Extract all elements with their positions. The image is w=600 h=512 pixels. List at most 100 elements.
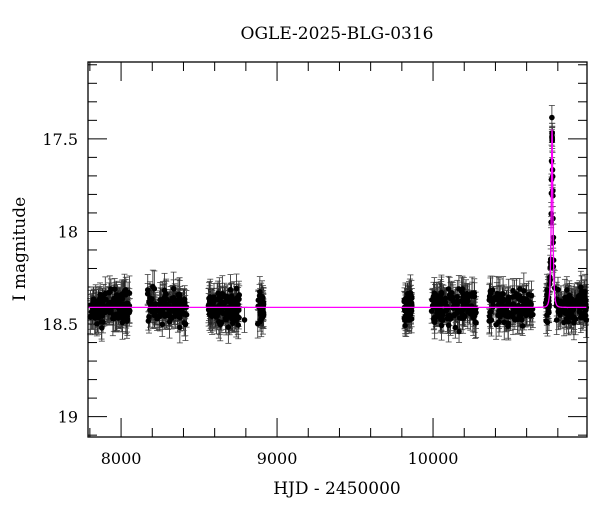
data-point [451,300,457,306]
data-point [581,314,587,321]
model-curve [88,129,587,309]
data-point [235,301,241,308]
data-point [449,294,456,301]
data-point [513,303,519,310]
data-point [527,299,533,306]
data-point [487,288,494,295]
data-point [258,294,264,301]
data-point [557,311,563,318]
data-point [121,288,128,295]
data-point [438,291,445,297]
data-point [528,292,535,299]
data-point [147,295,153,301]
data-point [564,287,570,293]
data-point [435,302,441,308]
data-point [470,314,477,321]
data-point [438,308,444,314]
data-point [502,306,508,313]
data-point [472,307,479,313]
data-point [553,317,560,323]
y-axis-label: I magnitude [10,197,30,301]
data-point [445,322,452,329]
data-point [182,320,189,327]
data-point [566,292,573,299]
data-point [94,320,100,327]
data-point [123,309,129,315]
data-point [233,285,240,292]
data-point [503,313,510,319]
data-point [97,307,103,314]
chart-title: OGLE-2025-BLG-0316 [241,24,434,44]
data-point [509,294,516,300]
data-point [460,294,466,300]
data-point [170,294,177,301]
data-point [225,324,232,330]
x-axis-label: HJD - 2450000 [273,479,401,499]
data-point [220,310,226,317]
data-point [472,319,478,325]
data-point [401,297,408,303]
data-point [543,318,549,324]
data-point [549,114,555,121]
data-point [505,296,511,303]
data-point [221,299,227,306]
data-point [236,292,243,298]
data-point [495,302,502,308]
data-point [571,320,577,326]
data-point [431,290,438,296]
data-point [443,307,450,314]
x-tick-label: 9000 [257,449,298,468]
x-tick-label: 8000 [101,449,142,468]
data-point [497,313,503,320]
data-point [456,328,462,335]
data-point [146,314,152,320]
data-point [438,322,445,329]
data-point [452,324,459,331]
data-point [119,319,126,326]
data-point [144,291,151,297]
data-point [488,317,495,323]
data-point [219,319,225,326]
data-point [260,302,267,308]
data-point [428,308,435,314]
data-point [101,308,108,315]
data-point [227,286,234,293]
data-point [429,296,435,303]
data-point [405,309,412,316]
data-point [219,290,226,297]
data-point [106,300,112,307]
data-point [100,319,106,325]
data-point [572,301,578,308]
data-point [454,309,461,316]
data-point [441,300,448,307]
data-point [496,291,502,298]
data-point [578,310,584,317]
data-point [170,285,177,292]
data-point [254,321,261,327]
plot-area [87,105,590,344]
data-point [106,289,112,296]
data-point [454,293,461,300]
data-point [257,288,263,295]
data-point [167,308,174,315]
data-point [563,309,570,315]
data-point [111,286,118,292]
data-point [488,297,495,304]
data-point [458,288,465,295]
data-point [445,286,452,292]
data-point [555,286,561,293]
data-point [255,303,262,310]
data-point [110,315,116,322]
data-point [258,314,265,321]
data-point [224,296,231,302]
data-point [235,322,242,328]
data-point [166,318,173,325]
data-point [401,315,408,322]
data-point [528,312,534,318]
data-point [507,310,514,317]
data-point [161,287,168,294]
axis-ticks: 8000 9000 10000 17.5 18 18.5 19 [42,62,587,468]
data-point [581,291,588,298]
data-point [178,307,185,314]
